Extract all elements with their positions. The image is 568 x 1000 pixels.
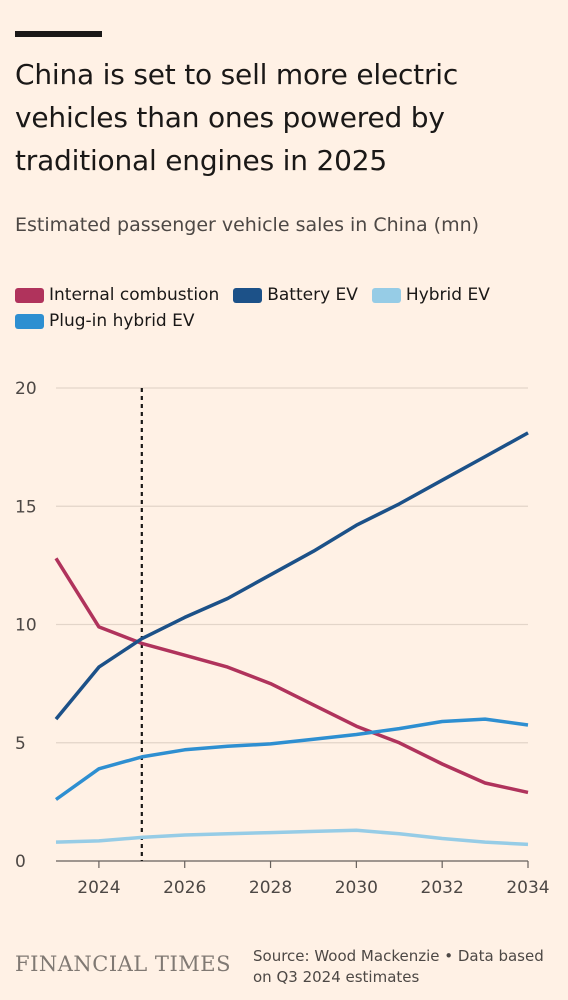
y-tick-label: 10	[15, 616, 37, 636]
chart-subtitle: Estimated passenger vehicle sales in Chi…	[15, 214, 480, 236]
x-tick-label: 2032	[421, 878, 464, 898]
legend-row: Plug-in hybrid EV	[15, 308, 555, 334]
legend-item-plug-in-hybrid-ev: Plug-in hybrid EV	[15, 311, 194, 331]
legend-item-internal-combustion: Internal combustion	[15, 285, 219, 305]
x-tick-label: 2024	[77, 878, 120, 898]
series-line-hybrid-ev	[55, 828, 529, 847]
y-tick-label: 20	[15, 379, 37, 399]
ft-logo: FINANCIAL TIMES	[15, 952, 231, 976]
series-line-internal-combustion	[54, 557, 529, 795]
title-rule	[15, 31, 102, 37]
series-line-plug-in-hybrid-ev	[54, 717, 529, 801]
source-note: Source: Wood Mackenzie • Data based on Q…	[253, 947, 544, 986]
legend-swatch	[371, 287, 401, 303]
legend-swatch	[15, 313, 44, 329]
x-tick-label: 2028	[249, 878, 292, 898]
legend-row: Internal combustion Battery EV Hybrid EV	[15, 282, 555, 308]
legend-label: Internal combustion	[49, 285, 220, 305]
legend-label: Plug-in hybrid EV	[49, 311, 195, 331]
y-tick-label: 0	[15, 852, 26, 872]
legend-item-battery-ev: Battery EV	[233, 285, 358, 305]
x-tick-label: 2030	[335, 878, 378, 898]
y-tick-label: 15	[15, 497, 37, 517]
series-line-battery-ev	[54, 431, 529, 721]
legend-label: Hybrid EV	[405, 285, 490, 305]
legend-item-hybrid-ev: Hybrid EV	[371, 285, 490, 305]
legend-label: Battery EV	[267, 285, 358, 305]
y-tick-label: 5	[15, 734, 26, 754]
x-tick-label: 2034	[506, 878, 549, 898]
chart-title: China is set to sell more electric vehic…	[15, 58, 459, 177]
legend-swatch	[15, 287, 44, 303]
legend: Internal combustion Battery EV Hybrid EV…	[15, 282, 555, 334]
x-tick-label: 2026	[163, 878, 206, 898]
legend-swatch	[233, 287, 263, 303]
line-chart: 0 5 10 15 20 2024 2026 2028 2030 2032 2034	[15, 379, 550, 898]
